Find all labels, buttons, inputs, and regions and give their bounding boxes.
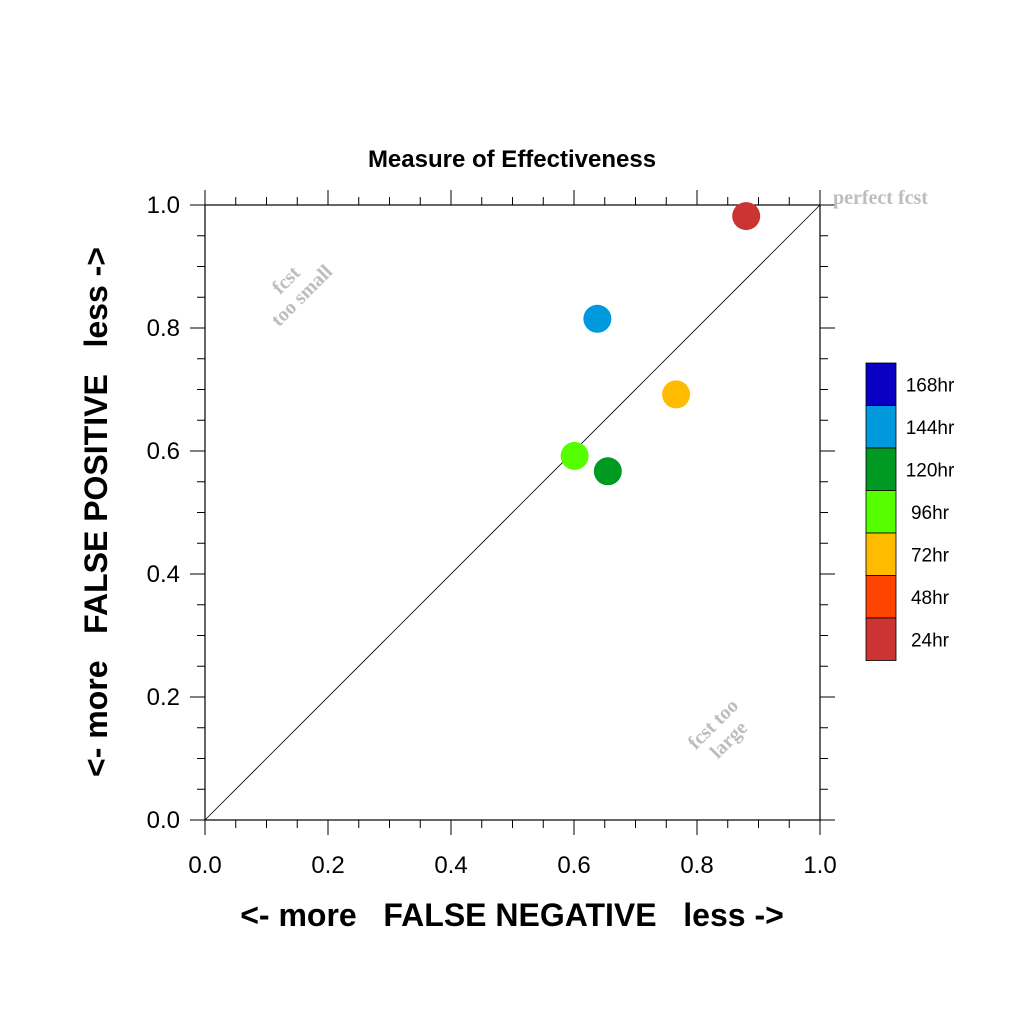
legend-swatch [865, 617, 897, 661]
legend-label: 144hr [906, 418, 955, 439]
annotation-fcst-too-large: fcst too large [684, 695, 752, 763]
legend-swatch [865, 405, 897, 449]
legend-swatch [865, 362, 897, 406]
legend-label: 120hr [906, 460, 955, 481]
y-tick-label: 0.0 [147, 807, 180, 834]
data-point [583, 304, 612, 333]
x-tick-label: 0.0 [188, 852, 221, 879]
legend-label: 72hr [911, 545, 950, 566]
legend-swatch [865, 575, 897, 619]
legend-swatch [865, 447, 897, 491]
y-tick-label: 0.2 [147, 684, 180, 711]
y-tick-label: 0.8 [147, 315, 180, 342]
chart-title: Measure of Effectiveness [368, 146, 656, 173]
data-point [593, 457, 622, 486]
x-tick-label: 0.8 [680, 852, 713, 879]
legend-label: 168hr [906, 375, 955, 396]
axis-ticks [190, 190, 835, 835]
y-tick-label: 0.4 [147, 561, 180, 588]
x-axis-label: <- more FALSE NEGATIVE less -> [240, 897, 784, 933]
x-tick-labels: 0.0 0.2 0.4 0.6 0.8 1.0 [188, 852, 836, 879]
annotation-fcst-too-small-line2: too small [267, 261, 337, 331]
perfect-forecast-diagonal [204, 204, 821, 821]
y-tick-label: 1.0 [147, 192, 180, 219]
annotation-fcst-too-small: fcst too small [267, 261, 337, 331]
y-axis-label: <- more FALSE POSITIVE less -> [78, 247, 114, 777]
legend: 168hr 144hr 120hr 96hr 72hr 48hr 24hr [865, 362, 955, 661]
plot-area: 0.0 0.2 0.4 0.6 0.8 1.0 0.0 0.2 0.4 0.6 0.8 1.0 [147, 190, 837, 879]
data-point [732, 202, 761, 231]
data-point [662, 380, 691, 409]
x-tick-label: 0.6 [557, 852, 590, 879]
y-tick-labels: 0.0 0.2 0.4 0.6 0.8 1.0 [147, 192, 180, 834]
y-tick-label: 0.6 [147, 438, 180, 465]
annotation-perfect-fcst: perfect fcst [833, 187, 928, 209]
legend-swatch [865, 532, 897, 576]
x-tick-label: 0.2 [311, 852, 344, 879]
x-tick-label: 1.0 [803, 852, 836, 879]
data-points [560, 202, 761, 486]
legend-label: 48hr [911, 588, 950, 609]
x-tick-label: 0.4 [434, 852, 467, 879]
legend-swatch [865, 490, 897, 534]
data-point [560, 441, 589, 470]
legend-label: 24hr [911, 630, 950, 651]
legend-label: 96hr [911, 503, 950, 524]
